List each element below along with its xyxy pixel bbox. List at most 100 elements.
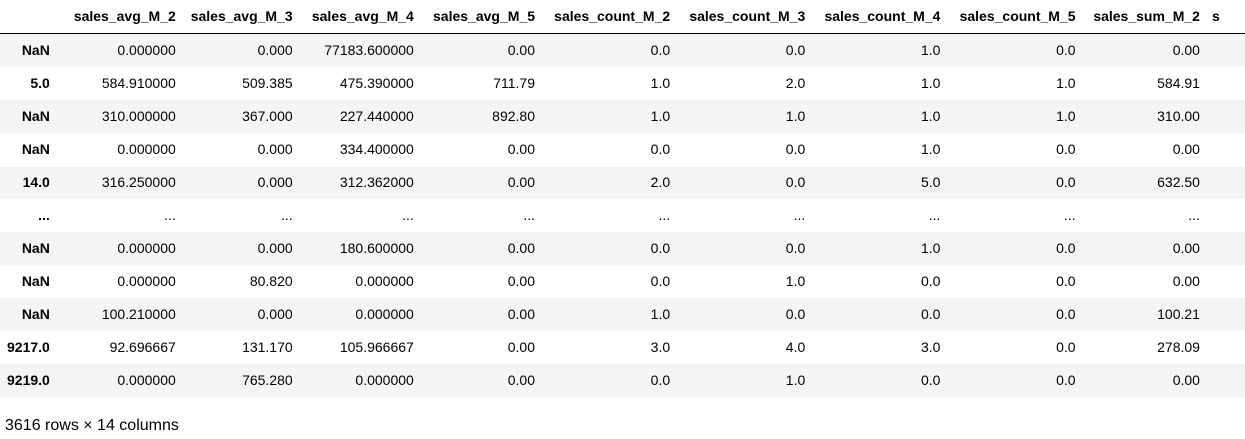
table-cell: 0.00 (1083, 232, 1208, 265)
table-cell: 310.00 (1083, 100, 1208, 133)
table-cell: 131.170 (183, 331, 301, 364)
table-cell: 0.00 (1083, 133, 1208, 166)
table-cell: 0.0 (678, 232, 814, 265)
table-cell: 0.0 (813, 364, 949, 397)
table-cell: 0.000000 (300, 364, 422, 397)
table-cell: 0.0 (678, 166, 814, 199)
table-cell: 1.0 (542, 67, 679, 100)
table-cell: 2.0 (678, 67, 814, 100)
table-cell: 1.0 (813, 100, 949, 133)
column-header: sales_sum_M_2 (1083, 0, 1208, 34)
table-cell: 0.0 (948, 133, 1084, 166)
table-cell: 711.79 (421, 67, 543, 100)
table-cell: 1.0 (813, 67, 949, 100)
table-cell: ... (421, 199, 543, 232)
row-index-cell: 9217.0 (0, 331, 58, 364)
table-cell: 1.0 (813, 232, 949, 265)
row-index-cell: NaN (0, 100, 58, 133)
table-cell: 0.000000 (57, 265, 184, 298)
table-cell: 0.000000 (300, 265, 422, 298)
table-row: NaN 0.000000 0.000 334.400000 0.00 0.0 0.0 1.0 0… (0, 133, 1245, 166)
table-cell: ... (300, 199, 422, 232)
table-cell: 584.910000 (57, 67, 184, 100)
table-row: NaN 0.000000 0.000 180.600000 0.00 0.0 0.0 1.0 0… (0, 232, 1245, 265)
header-row: sales_avg_M_2 sales_avg_M_3 sales_avg_M_4 s… (0, 0, 1245, 34)
table-cell: 3.0 (542, 331, 679, 364)
table-cell: 312.362000 (300, 166, 422, 199)
table-cell: 0.00 (421, 331, 543, 364)
row-index-cell: 14.0 (0, 166, 58, 199)
table-cell: 0.0 (813, 298, 949, 331)
table-cell: 0.000000 (57, 364, 184, 397)
table-cell: 584.91 (1083, 67, 1208, 100)
table-cell: 765.280 (183, 364, 301, 397)
table-cell: 334.400000 (300, 133, 422, 166)
table-cell: 3.0 (813, 331, 949, 364)
row-index-cell: NaN (0, 133, 58, 166)
table-cell: 0.0 (542, 133, 679, 166)
table-cell: 632.50 (1083, 166, 1208, 199)
table-cell: 0.0 (678, 33, 814, 67)
table-cell (1207, 199, 1245, 232)
table-cell (1207, 265, 1245, 298)
table-cell (1207, 166, 1245, 199)
table-row: 9219.0 0.000000 765.280 0.000000 0.00 0.0 1.0 0… (0, 364, 1245, 397)
table-cell: 0.00 (421, 232, 543, 265)
row-index-cell: NaN (0, 298, 58, 331)
table-cell: 0.0 (948, 364, 1084, 397)
table-cell: 0.0 (948, 298, 1084, 331)
table-cell: ... (678, 199, 814, 232)
table-cell: 1.0 (813, 133, 949, 166)
table-cell: 0.00 (1083, 364, 1208, 397)
table-cell: 0.000000 (57, 232, 184, 265)
table-cell: 0.0 (948, 33, 1084, 67)
table-row: .............................. (0, 199, 1245, 232)
table-cell: 0.000000 (57, 33, 184, 67)
table-cell: 316.250000 (57, 166, 184, 199)
row-index-cell: 5.0 (0, 67, 58, 100)
table-cell: 1.0 (678, 364, 814, 397)
table-row: 9217.0 92.696667 131.170 105.966667 0.00 3.0 4… (0, 331, 1245, 364)
table-cell: 80.820 (183, 265, 301, 298)
table-cell: 0.00 (421, 265, 543, 298)
table-row: 5.0 584.910000 509.385 475.390000 711.79 1.0 2… (0, 67, 1245, 100)
row-index-cell: NaN (0, 33, 58, 67)
table-cell: 0.0 (678, 133, 814, 166)
table-row: NaN 0.000000 0.000 77183.600000 0.00 0.0 0.0 1.… (0, 33, 1245, 67)
table-cell: 1.0 (948, 100, 1084, 133)
table-cell: 0.000000 (300, 298, 422, 331)
table-cell: ... (813, 199, 949, 232)
table-cell: 0.0 (948, 331, 1084, 364)
table-cell: ... (183, 199, 301, 232)
column-header: sales_avg_M_5 (421, 0, 543, 34)
table-cell: ... (542, 199, 679, 232)
table-cell: 100.21 (1083, 298, 1208, 331)
row-index-cell: ... (0, 199, 58, 232)
table-row: NaN 0.000000 80.820 0.000000 0.00 0.0 1.0 0.0 0.… (0, 265, 1245, 298)
dataframe-output: sales_avg_M_2 sales_avg_M_3 sales_avg_M_4 s… (0, 0, 1245, 397)
column-header: sales_avg_M_3 (183, 0, 301, 34)
table-cell: 0.000 (183, 133, 301, 166)
row-index-cell: NaN (0, 232, 58, 265)
table-cell: 0.00 (421, 166, 543, 199)
table-cell: 0.000 (183, 232, 301, 265)
table-cell: 0.000 (183, 298, 301, 331)
table-cell: ... (1083, 199, 1208, 232)
table-cell: 310.000000 (57, 100, 184, 133)
table-cell (1207, 33, 1245, 67)
table-cell (1207, 298, 1245, 331)
table-cell: 1.0 (542, 298, 679, 331)
table-cell (1207, 100, 1245, 133)
table-cell: 509.385 (183, 67, 301, 100)
row-index-cell: NaN (0, 265, 58, 298)
column-header: sales_avg_M_4 (300, 0, 422, 34)
table-cell: 77183.600000 (300, 33, 422, 67)
table-cell: 0.0 (948, 166, 1084, 199)
table-cell: 0.0 (678, 298, 814, 331)
row-index-cell: 9219.0 (0, 364, 58, 397)
table-cell: 105.966667 (300, 331, 422, 364)
table-cell: 227.440000 (300, 100, 422, 133)
column-header: sales_count_M_4 (813, 0, 949, 34)
table-row: 14.0 316.250000 0.000 312.362000 0.00 2.0 0.0 5… (0, 166, 1245, 199)
table-cell: ... (948, 199, 1084, 232)
